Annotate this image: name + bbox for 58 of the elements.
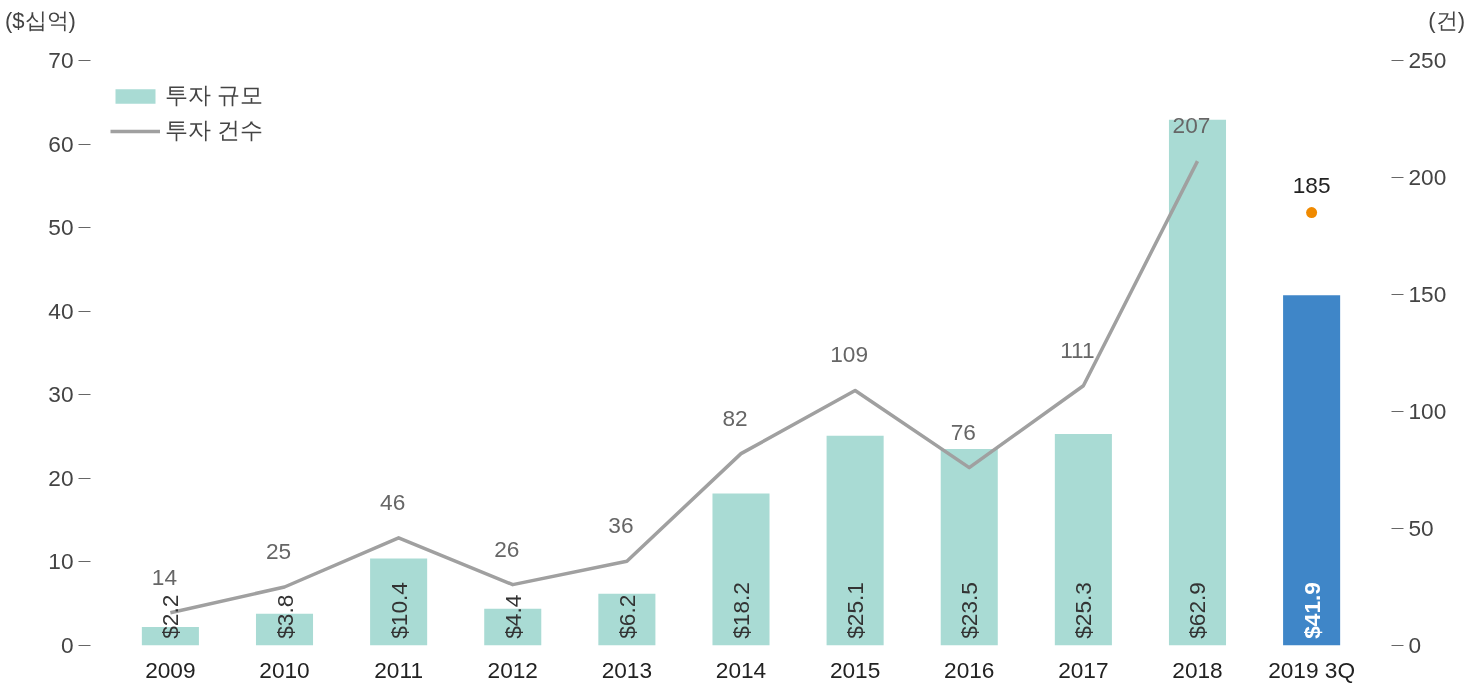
data-label: $62.9 <box>1184 582 1211 639</box>
data-label: $10.4 <box>385 582 412 639</box>
bar <box>1054 434 1112 646</box>
y2-axis-title: (건) <box>1428 7 1465 35</box>
x-tick-label: 2014 <box>715 656 767 683</box>
x-tick-label: 2010 <box>259 656 310 683</box>
data-label: $2.2 <box>157 594 184 639</box>
data-label: $25.1 <box>842 582 869 639</box>
y2-tick-label: 200 <box>1408 164 1447 190</box>
y-tick-label: 0 <box>60 632 74 658</box>
x-tick-label: 2012 <box>487 656 538 683</box>
x-tick-label: 2015 <box>829 656 881 683</box>
x-tick-label: 2009 <box>145 656 196 683</box>
bar <box>1168 119 1227 646</box>
legend-label: 투자 규모 <box>165 81 264 110</box>
data-label: 26 <box>494 535 520 562</box>
x-tick-label: 2019 3Q <box>1268 656 1356 683</box>
y-tick-label: 20 <box>48 464 74 491</box>
bar <box>826 435 884 646</box>
data-label: 111 <box>1060 336 1095 363</box>
y-tick-label: 40 <box>48 297 74 324</box>
data-label: $6.2 <box>613 594 640 639</box>
data-label: $4.4 <box>499 594 526 639</box>
data-label: 36 <box>608 512 634 539</box>
y2-tick-label: 100 <box>1408 398 1447 424</box>
x-tick-label: 2011 <box>374 656 424 683</box>
data-label: 25 <box>265 538 292 564</box>
data-label: $18.2 <box>728 582 754 639</box>
y-tick-label: 30 <box>48 381 74 408</box>
data-label: $23.5 <box>956 582 983 639</box>
data-label: 76 <box>950 418 976 445</box>
x-tick-label: 2017 <box>1058 656 1109 683</box>
y-axis-title: ($십억) <box>5 7 76 35</box>
x-tick-label: 2013 <box>601 656 653 683</box>
bar <box>940 449 998 646</box>
y-tick-label: 10 <box>48 548 74 575</box>
legend-label: 투자 건수 <box>165 116 264 145</box>
data-label: 185 <box>1292 171 1331 198</box>
data-label: 82 <box>722 404 748 431</box>
data-label: 46 <box>380 488 406 515</box>
data-label: 207 <box>1172 112 1211 139</box>
bar <box>712 493 770 646</box>
x-tick-label: 2016 <box>944 656 995 683</box>
y2-tick-label: 0 <box>1408 632 1422 658</box>
bar <box>1283 295 1341 646</box>
data-label: 109 <box>830 341 869 368</box>
data-label: $41.9 <box>1298 582 1325 639</box>
data-label: $3.8 <box>271 594 298 639</box>
bar <box>370 558 428 646</box>
data-label: $25.3 <box>1070 582 1097 639</box>
y-tick-label: 60 <box>48 130 74 157</box>
y-tick-label: 50 <box>48 214 74 241</box>
y-tick-label: 70 <box>48 47 74 73</box>
y2-tick-label: 250 <box>1408 47 1447 73</box>
data-label: 14 <box>151 563 177 590</box>
y2-tick-label: 150 <box>1408 281 1447 307</box>
y2-tick-label: 50 <box>1408 515 1434 541</box>
x-tick-label: 2018 <box>1172 656 1223 683</box>
